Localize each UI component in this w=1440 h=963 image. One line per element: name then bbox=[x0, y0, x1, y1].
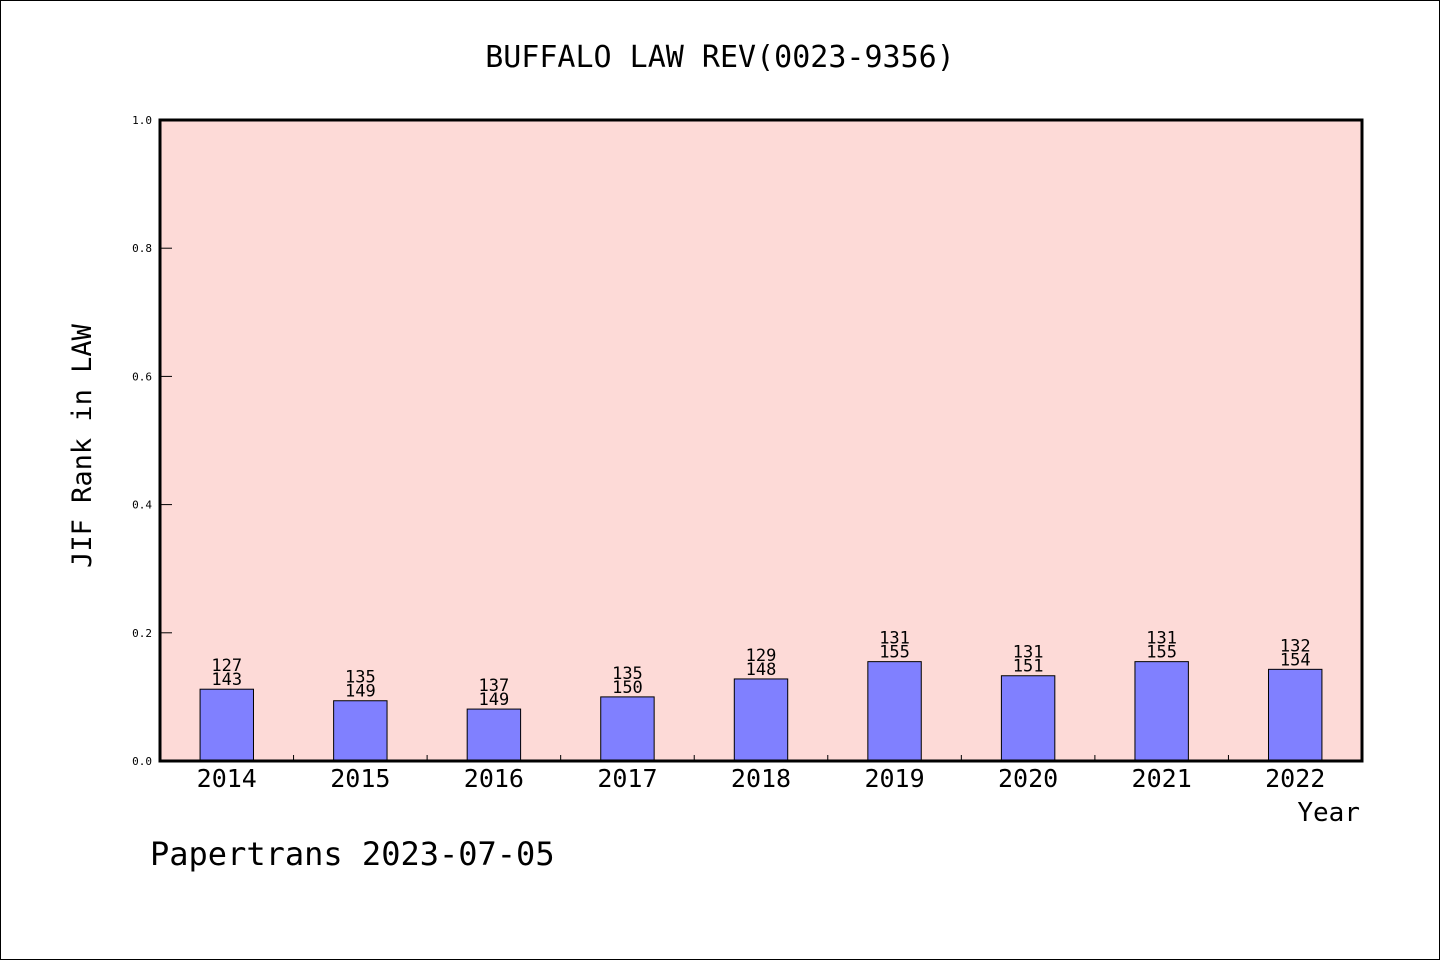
bar-rank-label: 131 bbox=[1146, 629, 1177, 649]
plot-border bbox=[158, 118, 1364, 763]
y-tick-label: 0.6 bbox=[132, 370, 152, 383]
y-tick-label: 0.4 bbox=[132, 499, 152, 512]
bar-total-label: 155 bbox=[1146, 643, 1177, 663]
y-tick-label: 1.0 bbox=[132, 114, 152, 127]
x-tick-label: 2015 bbox=[330, 764, 390, 793]
bar-rank-label: 129 bbox=[746, 646, 777, 666]
bar-2016 bbox=[466, 708, 522, 762]
x-tick-label: 2016 bbox=[464, 764, 524, 793]
chart-title: BUFFALO LAW REV(0023-9356) bbox=[485, 40, 955, 75]
bars-group bbox=[199, 661, 1323, 762]
bar-rank-label: 135 bbox=[612, 664, 643, 684]
bar-rank-label: 132 bbox=[1280, 636, 1311, 656]
bar-2019 bbox=[867, 661, 922, 762]
bar-total-label: 150 bbox=[612, 678, 643, 698]
footer-text: Papertrans 2023-07-05 bbox=[150, 835, 555, 873]
bar-total-label: 154 bbox=[1280, 650, 1311, 670]
bar-2018 bbox=[733, 678, 789, 762]
bar-total-label: 151 bbox=[1013, 657, 1044, 677]
bar-total-label: 149 bbox=[345, 682, 376, 702]
x-tick-label: 2017 bbox=[597, 764, 657, 793]
bar-rank-label: 135 bbox=[345, 668, 376, 688]
plot-area bbox=[158, 118, 1364, 763]
bar-total-label: 155 bbox=[879, 643, 910, 663]
bar-2014 bbox=[199, 688, 254, 762]
bar-2021 bbox=[1134, 661, 1189, 762]
x-tick-label: 2020 bbox=[998, 764, 1058, 793]
x-tick-label: 2019 bbox=[864, 764, 924, 793]
bar-rank-label: 131 bbox=[1013, 643, 1044, 663]
x-tick-label: 2018 bbox=[731, 764, 791, 793]
bar-rank-label: 131 bbox=[879, 629, 910, 649]
x-tick-label: 2021 bbox=[1132, 764, 1192, 793]
bar-2022 bbox=[1268, 668, 1323, 762]
bar-2020 bbox=[1000, 675, 1056, 762]
bar-total-label: 148 bbox=[746, 660, 777, 680]
bar-rank-label: 137 bbox=[479, 676, 510, 696]
bar-rank-label: 127 bbox=[211, 656, 242, 676]
bar-total-label: 149 bbox=[479, 690, 510, 710]
x-axis-label: Year bbox=[1297, 798, 1360, 828]
y-axis-label: JIF Rank in LAW bbox=[67, 323, 98, 568]
y-tick-label: 0.0 bbox=[132, 755, 152, 768]
y-tick-label: 0.2 bbox=[132, 627, 152, 640]
bar-total-label: 143 bbox=[211, 670, 242, 690]
x-tick-label: 2022 bbox=[1265, 764, 1325, 793]
bar-2017 bbox=[600, 696, 655, 762]
bar-2015 bbox=[333, 700, 388, 762]
x-tick-label: 2014 bbox=[197, 764, 257, 793]
y-tick-label: 0.8 bbox=[132, 242, 152, 255]
x-axis-ticks: 2014 2015 2016 2017 2018 2019 2020 2021 2022 bbox=[197, 755, 1325, 793]
